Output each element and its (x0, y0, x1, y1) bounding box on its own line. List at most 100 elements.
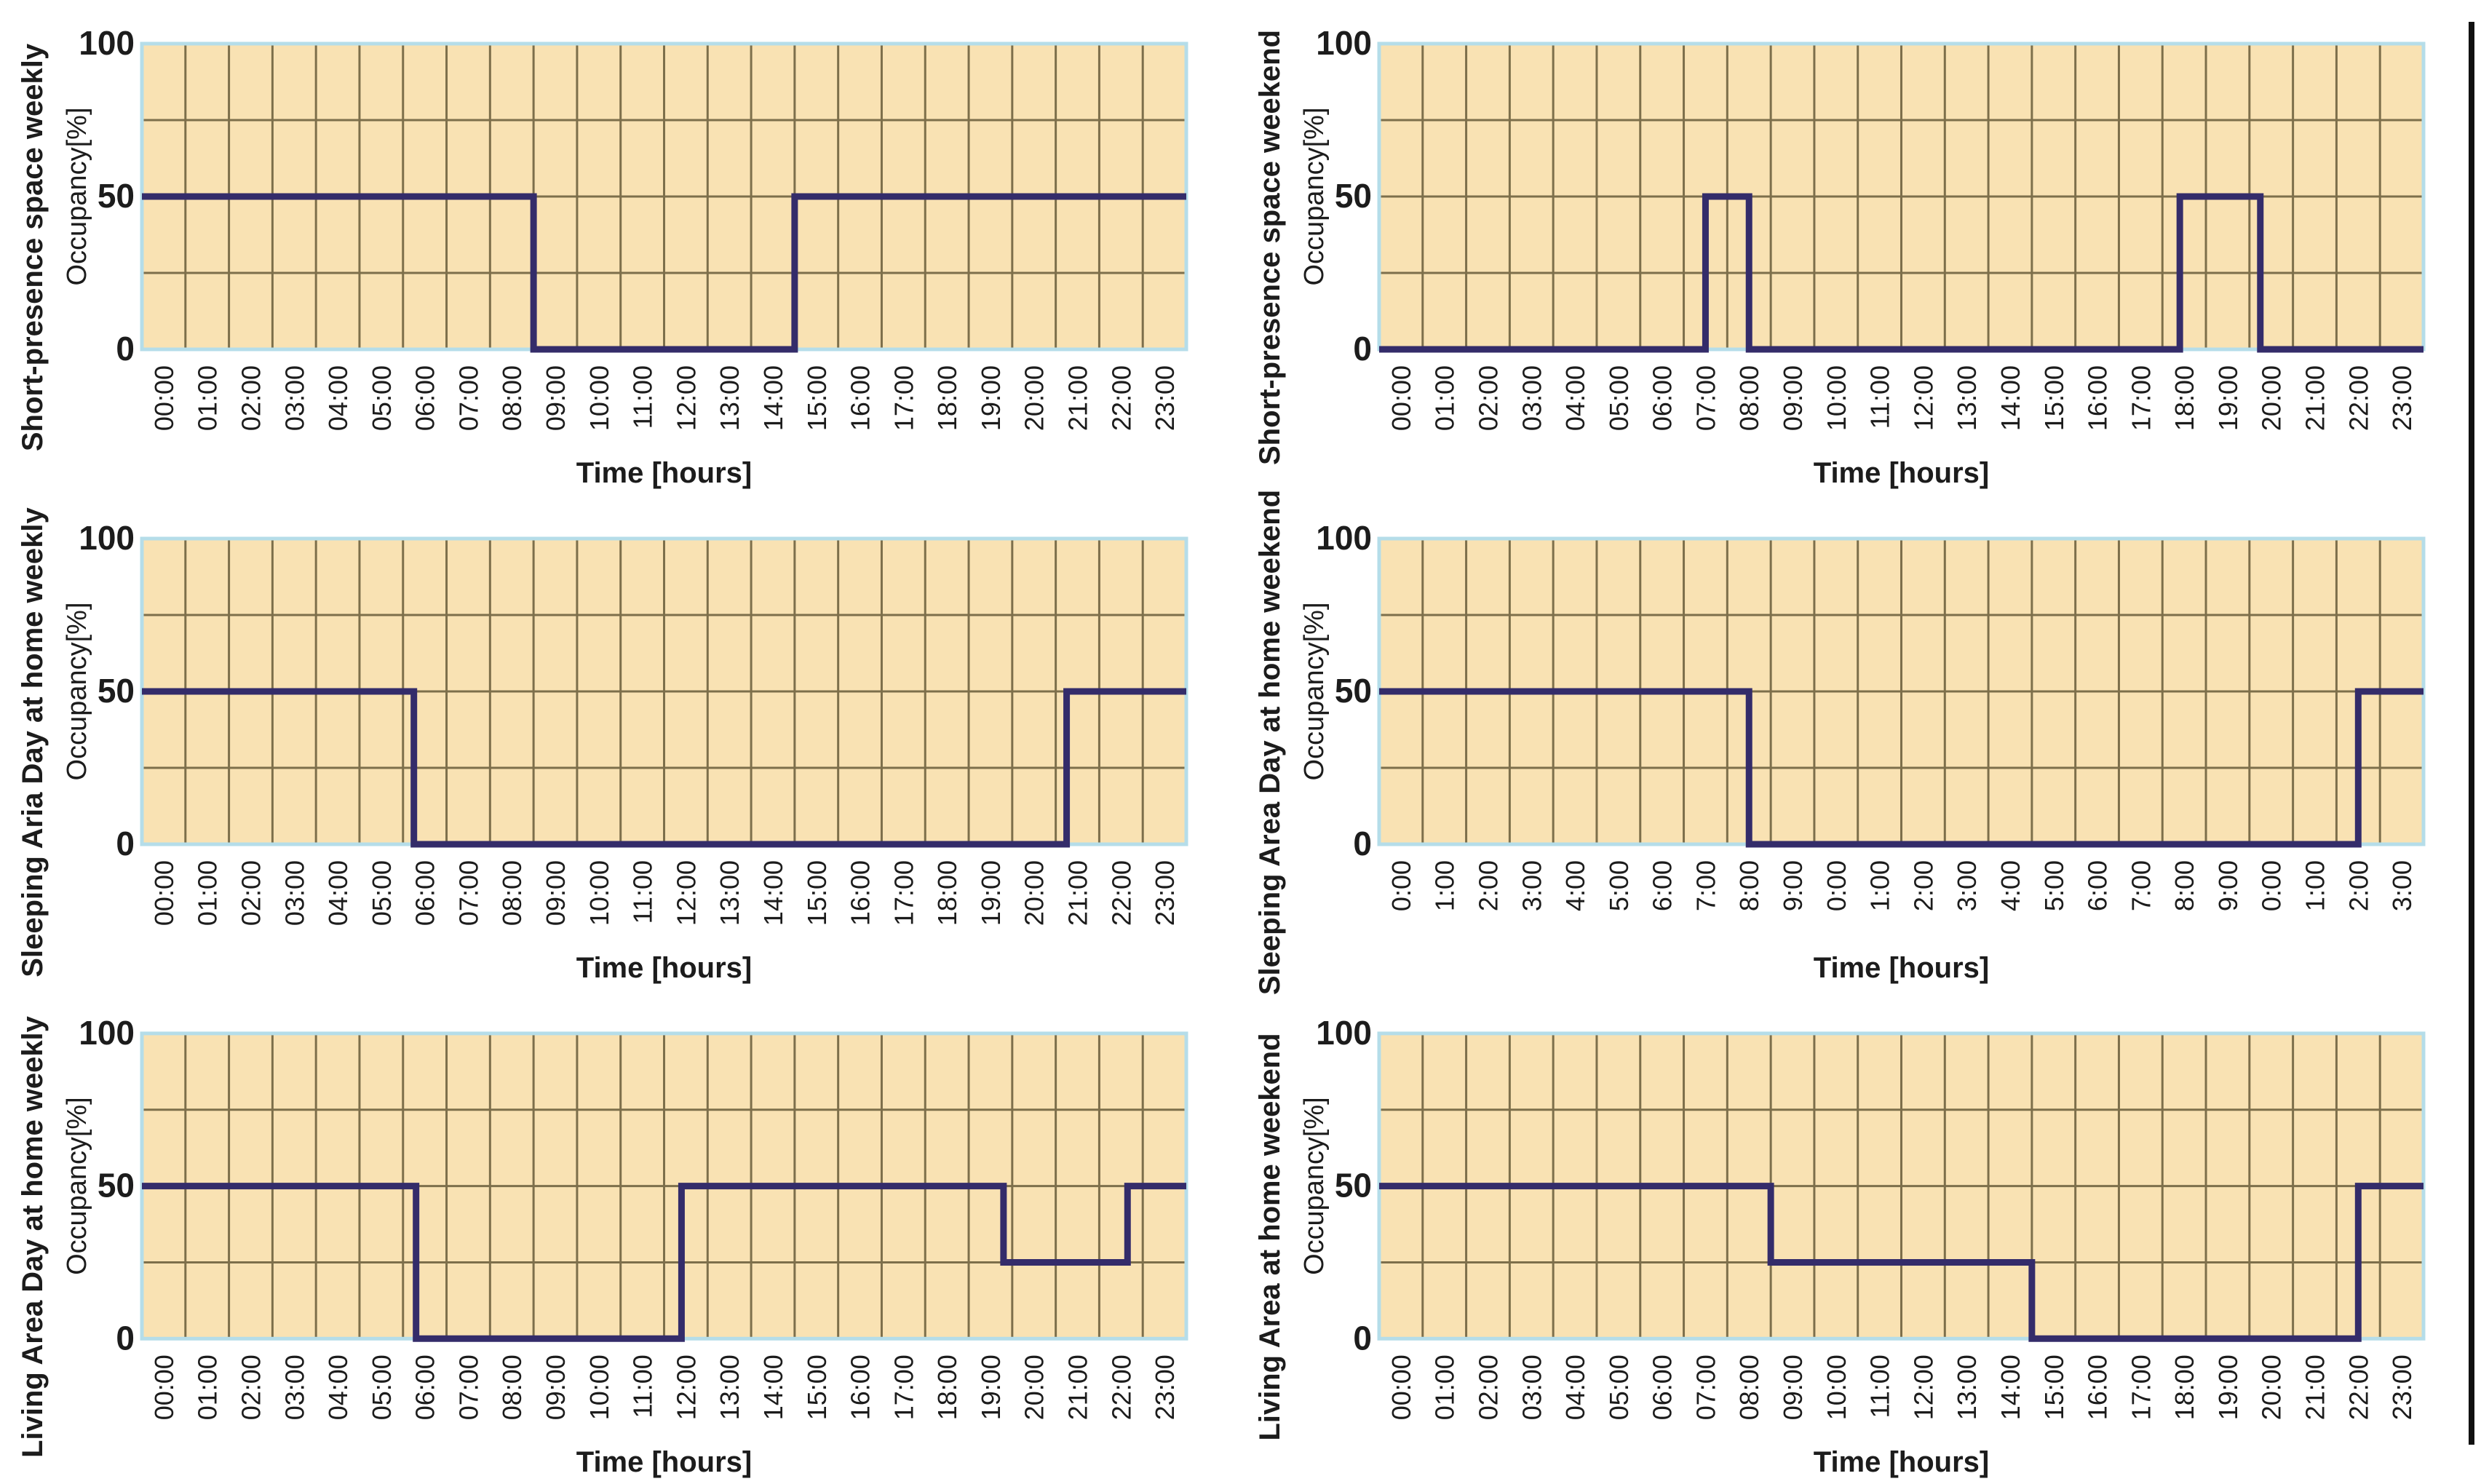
x-tick-label: 23:00 (1150, 860, 1180, 926)
x-tick-label: 03:00 (1517, 365, 1547, 431)
x-tick-label: 22:00 (1106, 860, 1136, 926)
x-tick-label: 17:00 (889, 365, 918, 431)
x-tick-label: 6:00 (2083, 860, 2113, 911)
x-tick-label: 23:00 (2387, 365, 2417, 431)
x-tick-label: 11:00 (1865, 365, 1895, 429)
x-tick-label: 05:00 (1604, 365, 1634, 431)
x-tick-label: 22:00 (2343, 1354, 2373, 1420)
occupancy-step-line (142, 193, 1186, 353)
x-tick-label: 7:00 (2126, 860, 2156, 911)
y-tick-label: 50 (98, 177, 135, 215)
x-tick-label: 01:00 (193, 1354, 223, 1420)
x-tick-label: 19:00 (2213, 365, 2243, 431)
x-tick-label: 17:00 (2126, 1354, 2156, 1420)
y-axis-title: Occupancy[%] (1299, 108, 1330, 286)
x-tick-label: 21:00 (1063, 365, 1093, 431)
occupancy-step-line (142, 688, 1186, 848)
x-tick-label: 06:00 (1648, 365, 1678, 431)
x-tick-label: 08:00 (1734, 365, 1764, 431)
y-tick-label: 100 (79, 24, 135, 62)
y-tick-label: 50 (98, 672, 135, 710)
x-tick-label: 2:00 (1473, 860, 1503, 911)
x-tick-label: 03:00 (279, 365, 309, 431)
x-tick-label: 01:00 (193, 365, 223, 431)
x-axis-title: Time [hours] (576, 457, 753, 489)
x-tick-label: 05:00 (367, 365, 397, 431)
x-tick-label: 16:00 (846, 365, 876, 431)
x-tick-label: 11:00 (628, 1354, 658, 1418)
occupancy-step-line (1379, 688, 2424, 848)
x-tick-label: 18:00 (932, 365, 962, 431)
x-tick-label: 2:00 (2343, 860, 2373, 911)
plot-area: 100 50 0 00:00 01:00 02:00 03:00 04:00 05:00 06:0… (17, 507, 1188, 984)
y-tick-label: 50 (1335, 177, 1372, 215)
y-tick-label: 0 (116, 330, 135, 368)
x-tick-label: 11:00 (628, 365, 658, 429)
x-tick-label: 08:00 (1734, 1354, 1764, 1420)
x-tick-label: 4:00 (1996, 860, 2025, 911)
x-tick-label: 22:00 (1106, 365, 1136, 431)
x-tick-label: 01:00 (193, 860, 223, 926)
x-tick-label: 00:00 (1386, 1354, 1416, 1420)
x-tick-label: 20:00 (2257, 1354, 2287, 1420)
chart-title: Sleeping Aria Day at home weekly (17, 507, 49, 977)
x-axis-title: Time [hours] (1814, 952, 1990, 984)
x-tick-label: 09:00 (541, 1354, 571, 1420)
y-tick-label: 100 (1316, 519, 1372, 557)
x-tick-label: 14:00 (758, 365, 788, 431)
x-tick-label: 16:00 (2083, 365, 2113, 431)
y-tick-label: 0 (116, 1319, 135, 1357)
x-tick-label: 15:00 (2039, 365, 2069, 431)
x-tick-label: 11:00 (1865, 1354, 1895, 1418)
x-tick-label: 02:00 (236, 860, 266, 926)
plot-area: 100 50 0 00:00 01:00 02:00 03:00 04:00 05:00 06:0… (1254, 1014, 2426, 1478)
x-tick-label: 09:00 (1778, 1354, 1808, 1420)
chart-living-area-day-at-home-weekly: 100 50 0 00:00 01:00 02:00 03:00 04:00 05:00 06:0… (0, 990, 1237, 1484)
plot-area: 100 50 0 0:00 1:00 2:00 3:00 4:00 5:00 6:00 7:00 8:… (1254, 490, 2426, 995)
x-tick-label: 12:00 (671, 860, 701, 926)
x-tick-label: 06:00 (410, 860, 440, 926)
x-tick-label: 5:00 (1604, 860, 1634, 911)
plot-area: 100 50 0 00:00 01:00 02:00 03:00 04:00 05:00 06:0… (17, 1014, 1188, 1478)
x-tick-label: 1:00 (1430, 860, 1460, 911)
x-tick-label: 19:00 (976, 1354, 1006, 1420)
x-tick-label: 15:00 (2039, 1354, 2069, 1420)
x-tick-label: 3:00 (2387, 860, 2417, 911)
x-tick-label: 12:00 (1908, 1354, 1938, 1420)
x-tick-label: 01:00 (1430, 1354, 1460, 1420)
x-tick-label: 19:00 (976, 860, 1006, 926)
x-tick-label: 00:00 (149, 860, 179, 926)
x-tick-label: 08:00 (497, 365, 527, 431)
x-tick-label: 17:00 (889, 860, 918, 926)
x-tick-label: 00:00 (149, 1354, 179, 1420)
x-tick-label: 4:00 (1560, 860, 1590, 911)
x-tick-label: 18:00 (2170, 1354, 2199, 1420)
occupancy-step-line (1379, 193, 2424, 353)
y-axis-title: Occupancy[%] (62, 1097, 92, 1275)
y-tick-label: 0 (1353, 825, 1372, 862)
x-axis-title: Time [hours] (1814, 457, 1990, 489)
x-tick-label: 10:00 (584, 1354, 614, 1420)
x-tick-label: 23:00 (1150, 365, 1180, 431)
x-tick-label: 23:00 (1150, 1354, 1180, 1420)
chart-sleeping-aria-day-at-home-weekly: 100 50 0 00:00 01:00 02:00 03:00 04:00 05:00 06:0… (0, 495, 1237, 990)
x-tick-label: 12:00 (671, 365, 701, 431)
x-tick-label: 04:00 (323, 1354, 353, 1420)
y-tick-label: 50 (1335, 1167, 1372, 1205)
x-tick-label: 20:00 (1020, 1354, 1049, 1420)
x-tick-label: 04:00 (323, 860, 353, 926)
x-tick-label: 02:00 (1473, 1354, 1503, 1420)
x-tick-label: 02:00 (236, 1354, 266, 1420)
x-tick-label: 9:00 (2213, 860, 2243, 911)
x-tick-label: 04:00 (1560, 1354, 1590, 1420)
chart-short-presence-space-weekend: 100 50 0 00:00 01:00 02:00 03:00 04:00 05:00 06:0… (1237, 0, 2474, 495)
x-tick-label: 08:00 (497, 1354, 527, 1420)
x-tick-label: 15:00 (802, 860, 832, 926)
chart-sleeping-area-day-at-home-weekend: 100 50 0 0:00 1:00 2:00 3:00 4:00 5:00 6:00 7:00 8:… (1237, 490, 2474, 995)
x-tick-label: 7:00 (1691, 860, 1720, 911)
x-tick-label: 10:00 (1822, 365, 1851, 431)
plot-area: 100 50 0 00:00 01:00 02:00 03:00 04:00 05:00 06:0… (17, 24, 1188, 489)
x-tick-label: 22:00 (2343, 365, 2373, 431)
x-tick-label: 23:00 (2387, 1354, 2417, 1420)
